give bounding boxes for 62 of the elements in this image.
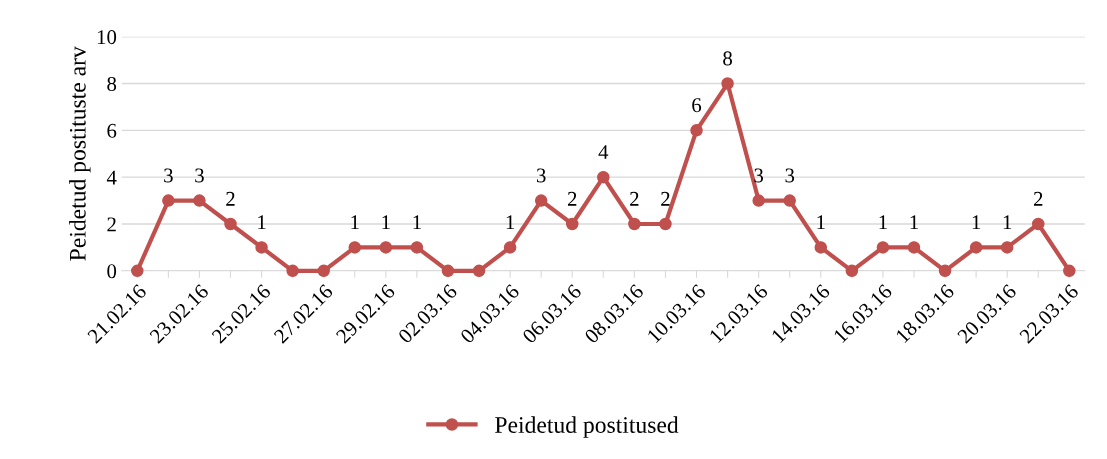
point	[162, 194, 175, 207]
point	[286, 264, 299, 278]
data-label: 1	[972, 215, 981, 230]
point	[907, 241, 921, 254]
y-tick-label: 4	[106, 170, 117, 185]
data-label: 1	[258, 215, 266, 230]
y-tick-label: 6	[107, 123, 117, 138]
point	[503, 241, 517, 254]
point	[255, 241, 268, 254]
data-label: 8	[723, 51, 732, 66]
point	[969, 241, 983, 254]
legend-label: Peidetud postitused	[495, 416, 679, 438]
point	[628, 217, 641, 231]
y-tick-label: 2	[107, 217, 116, 232]
data-label: 2	[226, 191, 235, 206]
data-label: 1	[506, 215, 515, 230]
point	[348, 241, 362, 254]
data-label: 2	[630, 191, 639, 206]
point	[597, 170, 610, 184]
data-label: 2	[1033, 191, 1043, 206]
point	[876, 241, 890, 254]
data-label: 1	[351, 215, 359, 230]
data-label: 1	[879, 215, 887, 230]
data-label: 2	[661, 191, 670, 206]
point	[659, 217, 672, 231]
point	[690, 124, 703, 137]
point	[441, 264, 455, 278]
point	[379, 241, 393, 254]
point	[752, 194, 765, 207]
point	[783, 194, 796, 207]
point	[410, 241, 424, 254]
data-label: 3	[164, 168, 173, 183]
point	[814, 241, 828, 254]
point	[721, 77, 734, 90]
point	[845, 264, 859, 278]
y-tick-label: 0	[107, 264, 117, 279]
data-label: 3	[785, 168, 795, 183]
point	[131, 264, 144, 278]
data-label: 3	[754, 168, 764, 183]
y-tick-label: 8	[107, 76, 117, 91]
y-axis-title: Peidetud postituste arv	[69, 46, 91, 261]
y-tick-label: 10	[97, 30, 117, 45]
point	[193, 194, 206, 207]
point	[565, 217, 579, 231]
point	[472, 264, 486, 278]
point	[1000, 241, 1014, 254]
data-label: 4	[598, 145, 609, 159]
point	[1063, 264, 1076, 278]
point	[317, 264, 330, 278]
data-label: 1	[817, 215, 825, 230]
data-label: 3	[536, 168, 546, 183]
point	[938, 264, 952, 278]
data-label: 6	[692, 98, 702, 113]
data-label: 3	[195, 168, 204, 183]
data-label: 2	[567, 191, 577, 206]
data-label: 1	[382, 215, 390, 230]
point	[1032, 217, 1045, 231]
data-label: 1	[413, 215, 421, 230]
point	[534, 194, 548, 207]
data-label: 1	[1003, 215, 1012, 230]
point	[224, 217, 237, 231]
data-label: 1	[910, 215, 918, 230]
